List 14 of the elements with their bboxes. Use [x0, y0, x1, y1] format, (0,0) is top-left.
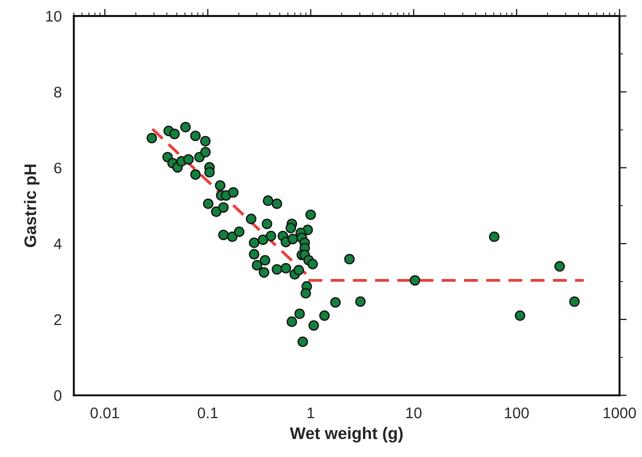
y-tick-label: 6 — [54, 162, 62, 174]
x-axis-title: Wet weight (g) — [290, 426, 403, 443]
y-tick-label: 4 — [54, 238, 62, 250]
y-tick-label: 2 — [54, 314, 62, 325]
y-tick-label: 0 — [54, 390, 62, 401]
x-tick-label: 0.01 — [90, 408, 119, 418]
x-tick-label: 0.1 — [198, 408, 218, 418]
x-tick-label: 10 — [406, 408, 422, 418]
x-tick-label: 1 — [308, 408, 314, 418]
y-tick-label: 10 — [46, 10, 62, 22]
y-tick-label: 8 — [54, 86, 62, 98]
y-axis-title: Gastric pH — [24, 164, 40, 248]
x-tick-label: 100 — [505, 408, 529, 418]
x-tick-label: 1000 — [604, 408, 636, 418]
